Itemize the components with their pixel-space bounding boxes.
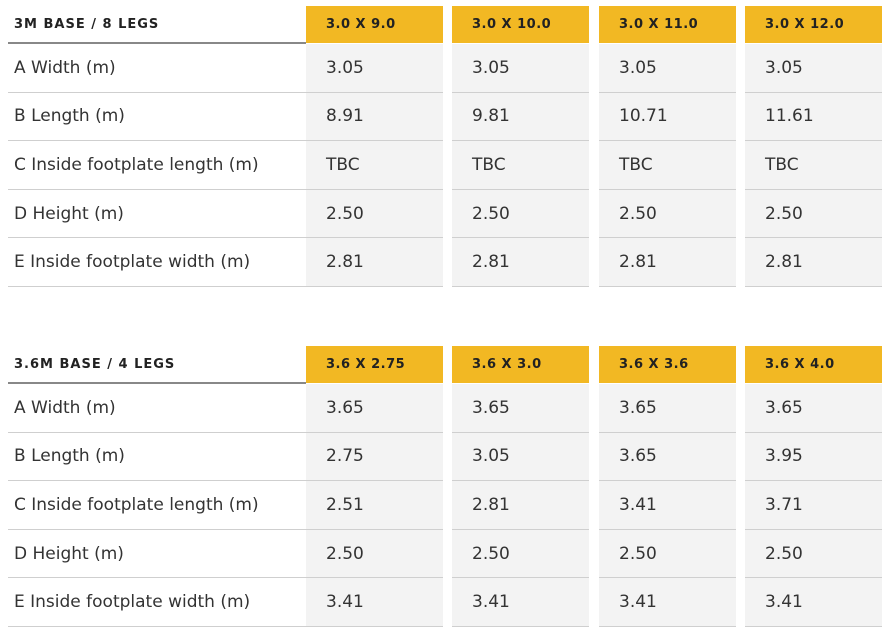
column-header: 3.6 X 3.6: [599, 346, 736, 383]
cell-value: 2.50: [452, 529, 589, 579]
cell-value: 3.05: [306, 44, 443, 93]
cell-value: 2.75: [306, 432, 443, 482]
row-label: C Inside footplate length (m): [8, 141, 306, 190]
cell-value: 2.51: [306, 481, 443, 530]
cell-value: 3.95: [745, 432, 882, 482]
cell-value: 3.05: [599, 44, 736, 93]
cell-value: 2.81: [306, 238, 443, 287]
column-header: 3.0 X 10.0: [452, 6, 589, 43]
cell-value: 3.65: [306, 384, 443, 433]
column-header: 3.6 X 2.75: [306, 346, 443, 383]
cell-value: TBC: [599, 141, 736, 190]
cell-value: 3.05: [452, 432, 589, 482]
cell-value: 2.50: [745, 529, 882, 579]
cell-value: 2.81: [452, 481, 589, 530]
cell-value: 8.91: [306, 92, 443, 142]
row-label: A Width (m): [8, 44, 306, 93]
column-header: 3.0 X 9.0: [306, 6, 443, 43]
row-label: C Inside footplate length (m): [8, 481, 306, 530]
column-header: 3.6 X 3.0: [452, 346, 589, 383]
cell-value: 3.65: [599, 432, 736, 482]
cell-value: TBC: [745, 141, 882, 190]
cell-value: 3.65: [745, 384, 882, 433]
cell-value: 2.50: [599, 189, 736, 239]
table-title: 3.6M BASE / 4 LEGS: [8, 346, 306, 384]
cell-value: 3.65: [452, 384, 589, 433]
row-label: D Height (m): [8, 190, 306, 239]
cell-value: 2.50: [599, 529, 736, 579]
cell-value: 2.50: [306, 189, 443, 239]
cell-value: 2.81: [452, 238, 589, 287]
cell-value: 10.71: [599, 92, 736, 142]
row-label: B Length (m): [8, 433, 306, 482]
cell-value: 2.50: [745, 189, 882, 239]
column-header: 3.6 X 4.0: [745, 346, 882, 383]
cell-value: 3.41: [306, 578, 443, 627]
cell-value: 3.41: [452, 578, 589, 627]
cell-value: 2.50: [452, 189, 589, 239]
row-label: D Height (m): [8, 530, 306, 579]
cell-value: TBC: [306, 141, 443, 190]
cell-value: 9.81: [452, 92, 589, 142]
cell-value: 2.81: [745, 238, 882, 287]
cell-value: 11.61: [745, 92, 882, 142]
cell-value: 3.05: [745, 44, 882, 93]
row-label: E Inside footplate width (m): [8, 578, 306, 627]
cell-value: 3.65: [599, 384, 736, 433]
cell-value: 3.05: [452, 44, 589, 93]
column-header: 3.0 X 11.0: [599, 6, 736, 43]
row-label: A Width (m): [8, 384, 306, 433]
cell-value: 3.41: [599, 481, 736, 530]
cell-value: 2.81: [599, 238, 736, 287]
row-label: B Length (m): [8, 93, 306, 142]
column-header: 3.0 X 12.0: [745, 6, 882, 43]
cell-value: 2.50: [306, 529, 443, 579]
cell-value: 3.41: [599, 578, 736, 627]
row-label: E Inside footplate width (m): [8, 238, 306, 287]
table-title: 3M BASE / 8 LEGS: [8, 6, 306, 44]
cell-value: 3.71: [745, 481, 882, 530]
cell-value: TBC: [452, 141, 589, 190]
cell-value: 3.41: [745, 578, 882, 627]
